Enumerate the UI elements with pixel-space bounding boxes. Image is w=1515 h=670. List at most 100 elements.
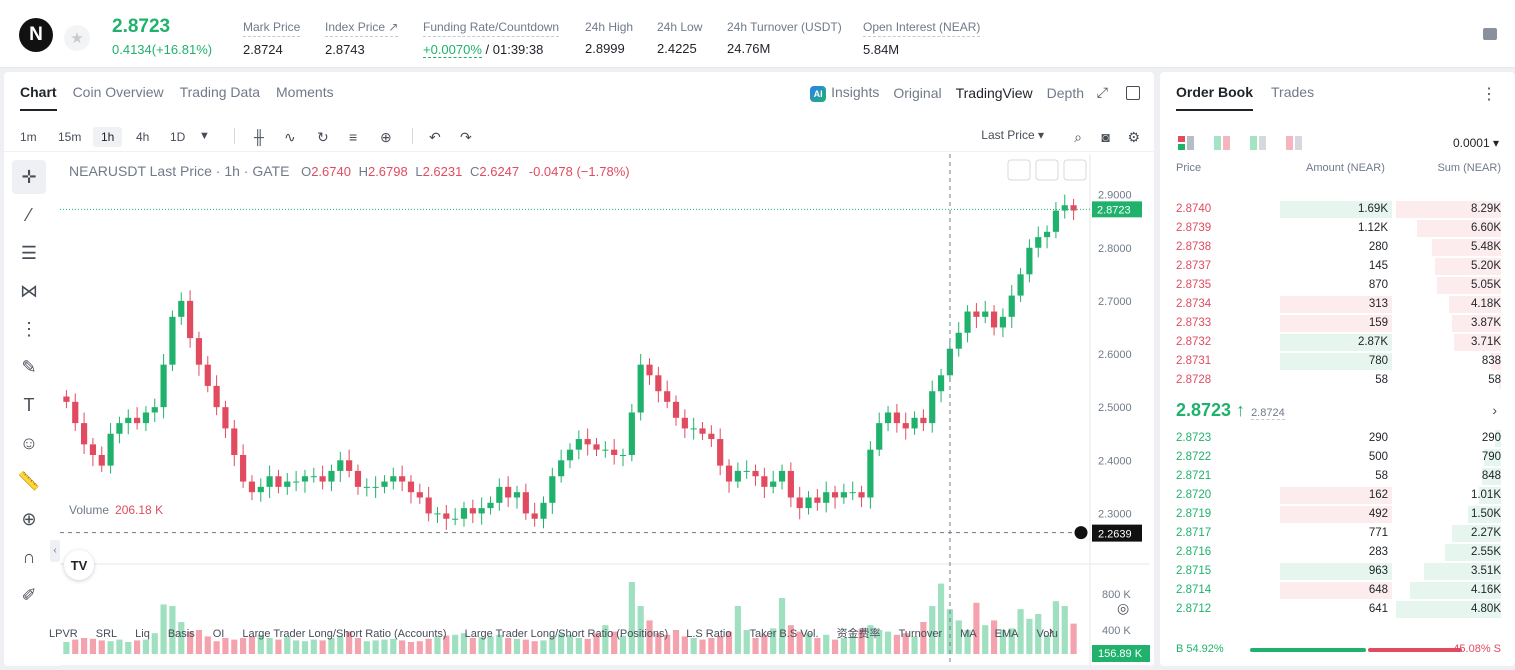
trend-line-icon[interactable]: ⁄ xyxy=(27,204,31,225)
layout-both-icon[interactable] xyxy=(1178,136,1194,150)
ask-row[interactable]: 2.8738 280 5.48K xyxy=(1176,238,1501,257)
bid-row[interactable]: 2.8719 492 1.50K xyxy=(1176,505,1501,524)
price-source-select[interactable]: Last Price ▾ xyxy=(981,128,1044,142)
zoom-in-icon[interactable]: ⊕ xyxy=(21,508,37,529)
pencil-icon[interactable]: ✐ xyxy=(21,584,37,605)
bid-row[interactable]: 2.8721 58 848 xyxy=(1176,467,1501,486)
volume-bar xyxy=(399,640,406,654)
crosshair-icon[interactable]: ✛ xyxy=(12,160,46,194)
view-insights[interactable]: AI Insights xyxy=(810,84,879,102)
ask-row[interactable]: 2.8732 2.87K 3.71K xyxy=(1176,333,1501,352)
stat-mark-price: Mark Price 2.8724 xyxy=(243,18,301,57)
chevron-down-icon[interactable]: ▼ xyxy=(199,130,210,142)
timeframe-1m[interactable]: 1m xyxy=(20,130,37,144)
collapse-icon[interactable]: ‹ xyxy=(50,540,60,562)
bid-row[interactable]: 2.8717 771 2.27K xyxy=(1176,524,1501,543)
ruler-icon[interactable]: 📏 xyxy=(17,470,41,491)
layout-asks-icon[interactable] xyxy=(1286,136,1302,150)
horizontal-lines-icon[interactable]: ☰ xyxy=(20,242,38,263)
book-icon[interactable] xyxy=(1483,28,1497,40)
view-depth[interactable]: Depth xyxy=(1046,85,1084,101)
camera-icon[interactable]: ◙ xyxy=(1101,129,1110,145)
ask-row[interactable]: 2.8734 313 4.18K xyxy=(1176,295,1501,314)
fib-icon[interactable]: ⋮ xyxy=(20,318,38,339)
emoji-icon[interactable]: ☺ xyxy=(19,432,39,453)
ask-row[interactable]: 2.8739 1.12K 6.60K xyxy=(1176,219,1501,238)
price-chart[interactable]: 2.9000 2.8000 2.7000 2.6000 2.5000 2.4000 2.30… xyxy=(60,154,1150,666)
gear-icon[interactable]: ⚙ xyxy=(1127,129,1140,145)
target-icon[interactable]: ◎ xyxy=(1117,600,1130,616)
tab-trades[interactable]: Trades xyxy=(1271,84,1315,100)
ask-row[interactable]: 2.8737 145 5.20K xyxy=(1176,257,1501,276)
favorite-star-icon[interactable]: ★ xyxy=(64,25,90,51)
tab-moments[interactable]: Moments xyxy=(276,84,334,100)
cell-sum: 838 xyxy=(1481,355,1501,367)
undo-icon[interactable]: ↶ xyxy=(429,129,441,145)
redo-icon[interactable]: ↷ xyxy=(460,129,472,145)
indicator-item[interactable]: Basis xyxy=(167,628,195,640)
bid-row[interactable]: 2.8712 641 4.80K xyxy=(1176,600,1501,619)
settings-list-icon[interactable]: ≡ xyxy=(349,129,358,145)
tab-order-book[interactable]: Order Book xyxy=(1176,84,1254,111)
bid-row[interactable]: 2.8723 290 290 xyxy=(1176,429,1501,448)
volume-bar xyxy=(964,630,971,654)
ask-row[interactable]: 2.8735 870 5.05K xyxy=(1176,276,1501,295)
bid-row[interactable]: 2.8716 283 2.55K xyxy=(1176,543,1501,562)
search-icon[interactable]: ⌕ xyxy=(1074,129,1082,145)
ask-row[interactable]: 2.8731 780 838 xyxy=(1176,352,1501,371)
timeframe-4h[interactable]: 4h xyxy=(136,130,150,144)
timeframe-1h[interactable]: 1h xyxy=(93,127,123,147)
indicator-item[interactable]: L.S Ratio xyxy=(686,628,732,640)
indicator-item[interactable]: Taker B.S Vol. xyxy=(749,628,819,640)
indicator-item[interactable]: OI xyxy=(212,628,225,640)
ask-row[interactable]: 2.8728 58 58 xyxy=(1176,371,1501,390)
price-change: 0.4134(+16.81%) xyxy=(112,42,213,57)
view-tradingview[interactable]: TradingView xyxy=(955,85,1033,101)
timeframe-15m[interactable]: 15m xyxy=(58,130,82,144)
candle-body xyxy=(884,412,892,424)
indicator-item[interactable]: Turnover xyxy=(898,628,943,640)
indicator-item[interactable]: Liq xyxy=(135,628,150,640)
bid-row[interactable]: 2.8715 963 3.51K xyxy=(1176,562,1501,581)
mid-price[interactable]: 2.8723 ↑ 2.8724 xyxy=(1176,400,1285,421)
expand-icon[interactable]: ⤢ xyxy=(1096,84,1108,100)
stat-index-price[interactable]: Index Price ↗ 2.8743 xyxy=(325,18,399,57)
pattern-icon[interactable]: ⋈ xyxy=(20,280,38,301)
bid-row[interactable]: 2.8720 162 1.01K xyxy=(1176,486,1501,505)
chevron-right-icon[interactable]: › xyxy=(1049,623,1054,638)
volume-bar xyxy=(293,640,300,654)
tab-coin-overview[interactable]: Coin Overview xyxy=(72,84,164,100)
ask-row[interactable]: 2.8740 1.69K 8.29K xyxy=(1176,200,1501,219)
bid-row[interactable]: 2.8722 500 790 xyxy=(1176,448,1501,467)
indicators-icon[interactable]: ∿ xyxy=(284,129,296,145)
volume-bar xyxy=(469,638,476,654)
add-indicator-icon[interactable]: ⊕ xyxy=(380,129,392,145)
tab-chart[interactable]: Chart xyxy=(20,84,57,111)
bid-row[interactable]: 2.8714 648 4.16K xyxy=(1176,581,1501,600)
precision-select[interactable]: 0.0001 ▾ xyxy=(1452,136,1499,150)
ask-row[interactable]: 2.8733 159 3.87K xyxy=(1176,314,1501,333)
window-icon[interactable] xyxy=(1126,86,1140,100)
timeframe-1d[interactable]: 1D xyxy=(170,130,186,144)
indicator-item[interactable]: SRL xyxy=(95,628,118,640)
candle-type-icon[interactable]: ╫ xyxy=(254,129,264,145)
layout-split-icon[interactable] xyxy=(1214,136,1230,150)
text-icon[interactable]: T xyxy=(23,394,35,415)
magnet-icon[interactable]: ∩ xyxy=(22,546,36,567)
col-price: Price xyxy=(1176,162,1202,174)
indicator-item[interactable]: MA xyxy=(960,628,977,640)
brush-icon[interactable]: ✎ xyxy=(21,356,37,377)
indicator-item[interactable]: 资金费率 xyxy=(836,628,881,640)
more-icon[interactable]: ⋮ xyxy=(1481,86,1497,103)
tab-trading-data[interactable]: Trading Data xyxy=(179,84,261,100)
cell-amount: 313 xyxy=(1368,298,1388,310)
indicator-item[interactable]: Large Trader Long/Short Ratio (Positions… xyxy=(464,628,669,640)
layout-bids-icon[interactable] xyxy=(1250,136,1266,150)
refresh-icon[interactable]: ↻ xyxy=(317,129,329,145)
view-original[interactable]: Original xyxy=(893,85,942,101)
indicator-item[interactable]: Large Trader Long/Short Ratio (Accounts) xyxy=(242,628,447,640)
indicator-item[interactable]: EMA xyxy=(994,628,1019,640)
chevron-right-icon[interactable]: › xyxy=(1492,402,1497,418)
indicator-item[interactable]: Volu xyxy=(1036,628,1058,640)
indicator-item[interactable]: LPVR xyxy=(49,628,78,640)
